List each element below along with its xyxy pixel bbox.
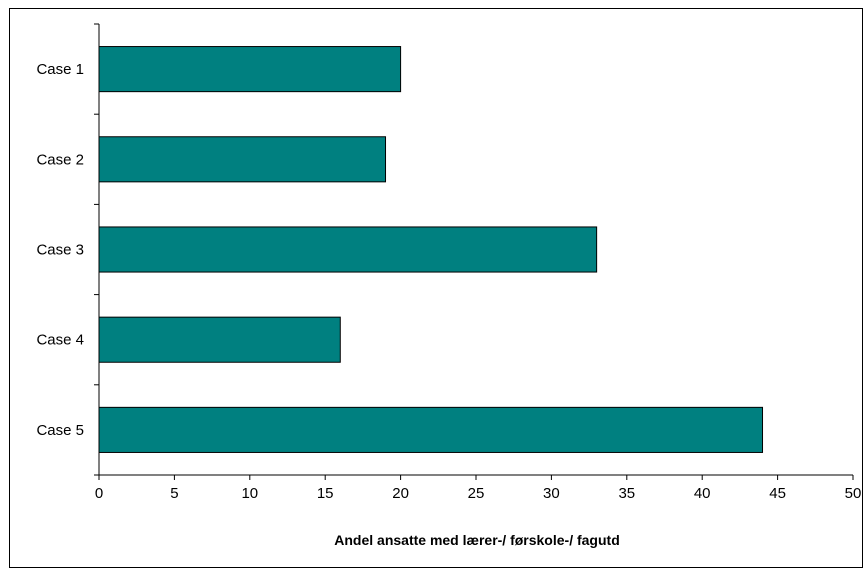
axes-group [94,23,854,480]
bars-group [98,46,764,453]
x-tick-label-6: 30 [543,485,560,502]
x-tick-label-7: 35 [618,485,635,502]
x-axis-title: Andel ansatte med lærer-/ førskole-/ fag… [334,532,620,548]
bar-5 [98,406,764,453]
bar-1 [98,46,402,93]
x-tick-label-4: 20 [392,485,409,502]
bar-3 [98,226,598,273]
x-tick-label-1: 5 [170,485,178,502]
x-tick-label-2: 10 [241,485,258,502]
x-tick-label-3: 15 [317,485,334,502]
bar-2 [98,136,387,183]
category-label-3: Case 3 [36,242,84,259]
x-tick-label-9: 45 [769,485,786,502]
x-tick-label-5: 25 [468,485,485,502]
x-tick-label-0: 0 [95,485,103,502]
x-tick-label-10: 50 [845,485,862,502]
category-label-4: Case 4 [36,332,84,349]
category-label-1: Case 1 [36,61,84,78]
x-tick-labels-group: 0 5 10 15 20 25 30 35 40 45 50 [95,485,862,502]
category-labels-group: Case 1 Case 2 Case 3 Case 4 Case 5 [36,61,84,439]
x-tick-label-8: 40 [694,485,711,502]
category-label-2: Case 2 [36,151,84,168]
bar-4 [98,316,341,363]
category-label-5: Case 5 [36,422,84,439]
